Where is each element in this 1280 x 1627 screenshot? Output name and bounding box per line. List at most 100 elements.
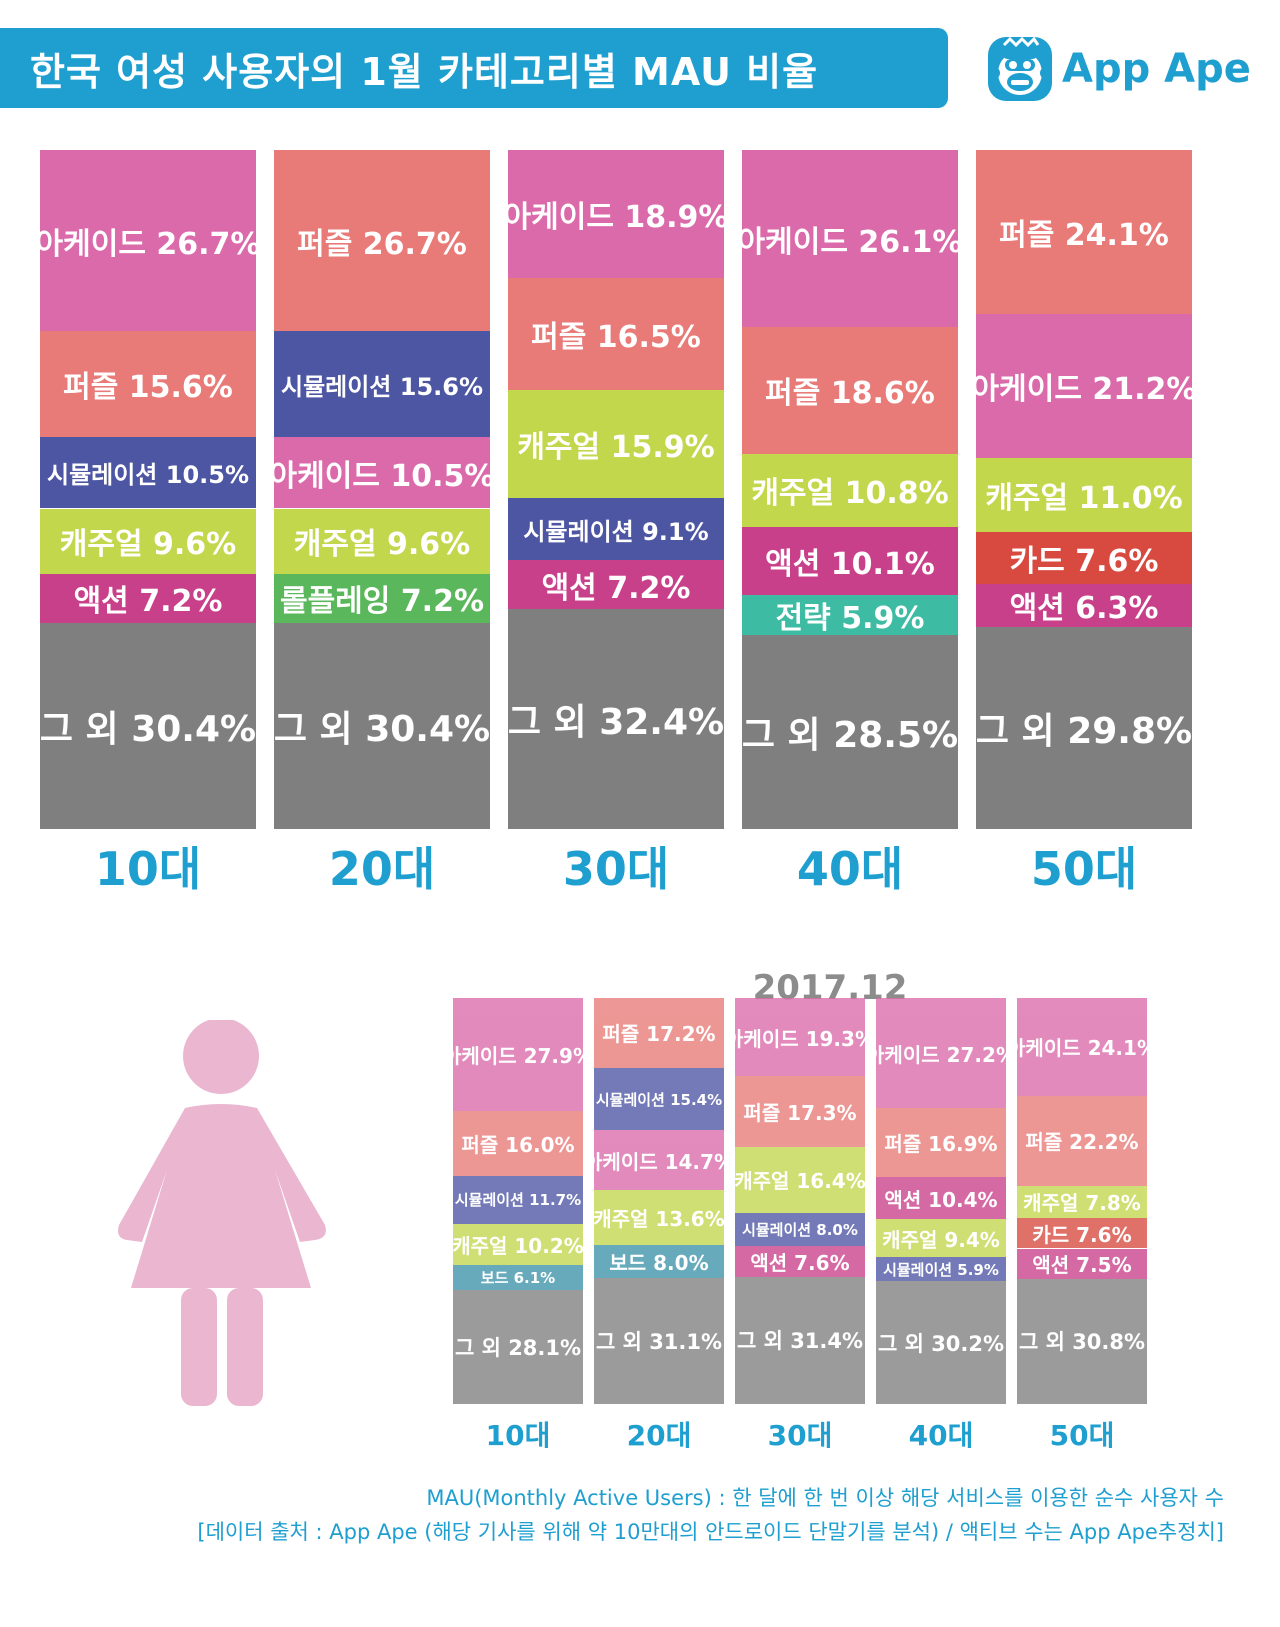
age-label: 30대 <box>767 1419 833 1452</box>
age-label: 20대 <box>626 1419 692 1452</box>
segment-label: 퍼즐 18.6% <box>765 376 935 412</box>
segment-label: 퍼즐 22.2% <box>1025 1130 1139 1155</box>
segment-label: 액션 10.1% <box>765 547 935 583</box>
segment-label: 퍼즐 16.0% <box>461 1133 575 1158</box>
bar-segment: 아케이드 19.3% <box>735 998 865 1077</box>
bar-segment: 아케이드 14.7% <box>594 1130 724 1191</box>
bar-segment: 캐주얼 10.8% <box>742 453 958 527</box>
bar-segment: 시뮬레이션 5.9% <box>876 1257 1006 1282</box>
segment-label: 캐주얼 9.6% <box>293 527 471 563</box>
segment-label: 퍼즐 16.9% <box>884 1132 998 1157</box>
bar-segment: 퍼즐 16.5% <box>508 278 724 391</box>
segment-label: 캐주얼 16.4% <box>735 1169 865 1194</box>
segment-label: 캐주얼 9.6% <box>59 527 237 563</box>
bar-segment: 그 외 30.4% <box>274 622 490 829</box>
bar-segment: 시뮬레이션 10.5% <box>40 437 256 509</box>
bar-segment: 액션 7.2% <box>508 560 724 609</box>
bar-segment: 캐주얼 9.6% <box>274 508 490 574</box>
bar-segment: 캐주얼 16.4% <box>735 1146 865 1214</box>
bar-segment: 퍼즐 17.2% <box>594 998 724 1068</box>
segment-label: 시뮬레이션 8.0% <box>742 1220 858 1239</box>
segment-label: 캐주얼 10.2% <box>453 1233 583 1258</box>
bar-segment: 퍼즐 17.3% <box>735 1076 865 1147</box>
segment-label: 아케이드 10.5% <box>274 458 490 494</box>
bar-segment: 보드 8.0% <box>594 1245 724 1278</box>
segment-label: 전략 5.9% <box>775 601 925 636</box>
bar-segment: 시뮬레이션 15.6% <box>274 331 490 438</box>
footer-definition: MAU(Monthly Active Users) : 한 달에 한 번 이상 … <box>426 1486 1224 1510</box>
bar-segment: 그 외 30.8% <box>1017 1278 1147 1404</box>
bar-segment: 시뮬레이션 8.0% <box>735 1213 865 1246</box>
segment-label: 캐주얼 13.6% <box>594 1207 724 1232</box>
segment-label: 아케이드 21.2% <box>976 371 1192 407</box>
bar-segment: 캐주얼 15.9% <box>508 390 724 499</box>
bar-segment: 캐주얼 9.4% <box>876 1219 1006 1258</box>
bar-segment: 아케이드 21.2% <box>976 313 1192 458</box>
age-label: 30대 <box>562 842 670 896</box>
segment-label: 그 외 28.1% <box>454 1335 582 1360</box>
bar-segment: 액션 7.2% <box>40 573 256 623</box>
segment-label: 액션 6.3% <box>1009 591 1159 627</box>
segment-label: 그 외 32.4% <box>508 701 724 743</box>
segment-label: 캐주얼 11.0% <box>985 480 1183 516</box>
segment-label: 아케이드 27.2% <box>876 1042 1006 1067</box>
bar-segment: 액션 7.6% <box>735 1245 865 1277</box>
segment-label: 아케이드 24.1% <box>1017 1036 1147 1061</box>
bar-segment: 전략 5.9% <box>742 595 958 636</box>
monkey-face-icon <box>988 36 1052 101</box>
segment-label: 퍼즐 17.2% <box>602 1022 716 1047</box>
segment-label: 액션 7.5% <box>1032 1253 1132 1278</box>
segment-label: 퍼즐 26.7% <box>297 226 467 262</box>
segment-label: 캐주얼 9.4% <box>882 1227 1000 1252</box>
bar-segment: 그 외 29.8% <box>976 626 1192 829</box>
segment-label: 퍼즐 24.1% <box>999 217 1169 253</box>
segment-label: 보드 6.1% <box>480 1269 556 1288</box>
segment-label: 보드 8.0% <box>609 1250 709 1275</box>
bar-segment: 카드 7.6% <box>976 532 1192 584</box>
bar-segment: 그 외 30.2% <box>876 1281 1006 1404</box>
bar-segment: 퍼즐 15.6% <box>40 331 256 438</box>
segment-label: 그 외 28.5% <box>742 715 958 757</box>
segment-label: 그 외 29.8% <box>976 710 1192 752</box>
bar-segment: 아케이드 26.7% <box>40 150 256 332</box>
segment-label: 퍼즐 15.6% <box>63 370 233 406</box>
bar-segment: 시뮬레이션 15.4% <box>594 1067 724 1131</box>
segment-label: 아케이드 27.9% <box>453 1044 583 1069</box>
segment-label: 시뮬레이션 9.1% <box>523 517 709 546</box>
bar-segment: 캐주얼 13.6% <box>594 1190 724 1246</box>
bar-segment: 퍼즐 26.7% <box>274 150 490 332</box>
segment-label: 그 외 30.2% <box>877 1331 1005 1356</box>
bar-segment: 그 외 31.1% <box>594 1277 724 1404</box>
age-label: 50대 <box>1030 842 1138 896</box>
segment-label: 액션 10.4% <box>884 1187 998 1212</box>
segment-label: 그 외 30.8% <box>1018 1330 1146 1355</box>
segment-label: 그 외 30.4% <box>40 708 256 750</box>
segment-label: 퍼즐 17.3% <box>743 1100 857 1125</box>
app-ape-logo: App Ape <box>986 30 1251 108</box>
bar-segment: 캐주얼 9.6% <box>40 508 256 574</box>
age-label: 40대 <box>908 1419 974 1452</box>
bar-segment: 그 외 32.4% <box>508 609 724 829</box>
segment-label: 그 외 31.1% <box>595 1329 723 1354</box>
segment-label: 아케이드 18.9% <box>508 200 724 236</box>
bar-segment: 퍼즐 24.1% <box>976 150 1192 314</box>
bar-segment: 캐주얼 10.2% <box>453 1223 583 1266</box>
bar-segment: 액션 10.4% <box>876 1177 1006 1220</box>
bar-segment: 퍼즐 16.0% <box>453 1111 583 1177</box>
segment-label: 시뮬레이션 11.7% <box>454 1191 582 1210</box>
bar-segment: 롤플레잉 7.2% <box>274 573 490 623</box>
bar-segment: 캐주얼 7.8% <box>1017 1185 1147 1218</box>
segment-label: 액션 7.2% <box>541 570 691 606</box>
bar-segment: 아케이드 26.1% <box>742 150 958 328</box>
segment-label: 아케이드 19.3% <box>735 1026 865 1051</box>
bar-segment: 카드 7.6% <box>1017 1217 1147 1249</box>
segment-label: 시뮬레이션 15.6% <box>280 372 484 401</box>
age-label: 40대 <box>796 842 904 896</box>
page-title: 한국 여성 사용자의 1월 카테고리별 MAU 비율 <box>0 28 948 108</box>
segment-label: 아케이드 26.7% <box>40 226 256 262</box>
segment-label: 그 외 30.4% <box>274 708 490 750</box>
age-label: 10대 <box>485 1419 551 1452</box>
age-label: 10대 <box>94 842 202 896</box>
bar-segment: 시뮬레이션 9.1% <box>508 498 724 561</box>
bar-segment: 퍼즐 18.6% <box>742 327 958 454</box>
